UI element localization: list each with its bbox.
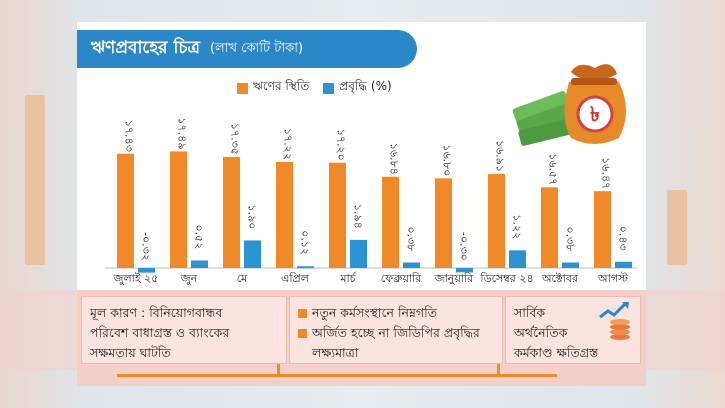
growth-value-label: ০.৪৩	[617, 226, 630, 251]
effect-text: নতুন কর্মসংস্থানে নিম্নগতি	[312, 305, 438, 320]
bullet-icon	[298, 329, 307, 338]
category-label: এপ্রিল	[281, 272, 310, 285]
bar-chart: ১৭.৪৩ -০.৩২ জুলাই ২৫ ১৭.৪৯ ০.৫২ জুন ১৭.৩৫ ১.৯০ ম…	[105, 117, 637, 285]
stock-bar	[382, 176, 399, 268]
economy-line: সার্বিক	[514, 305, 546, 320]
legend-label-growth: প্রবৃদ্ধি (%)	[339, 79, 392, 93]
cause-box: মূল কারণ : বিনিয়োগবান্ধব পরিবেশ বাধাগ্র…	[81, 296, 287, 364]
stock-bar	[435, 178, 452, 268]
chart-header: ঋণপ্রবাহের চিত্র (লাখ কোটি টাকা)	[77, 30, 417, 68]
background-bar	[25, 95, 45, 265]
svg-text:৳: ৳	[590, 102, 600, 126]
effects-box: নতুন কর্মসংস্থানে নিম্নগতি অর্জিত হচ্ছে …	[289, 296, 503, 364]
stock-value-label: ১৬.৪৭	[600, 157, 613, 189]
legend-swatch-stock	[237, 82, 248, 94]
effect-text: অর্জিত হচ্ছে না জিডিপির প্রবৃদ্ধির লক্ষ্…	[312, 325, 480, 360]
stock-value-label: ১৬.৮৪	[388, 143, 401, 175]
economy-box: সার্বিক অর্থনৈতিক কর্মকাণ্ড ক্ষতিগ্রস্ত	[505, 296, 641, 364]
legend-item-growth: প্রবৃদ্ধি (%)	[323, 78, 392, 98]
growth-bar	[191, 260, 208, 268]
stock-bar	[541, 187, 558, 268]
category-label: ডিসেম্বর ২৪	[479, 272, 533, 285]
bullet-icon	[298, 309, 307, 318]
growth-value-label: ০.৫২	[193, 224, 206, 249]
growth-value-label: ১.২২	[511, 214, 524, 239]
money-bag-icon: ৳	[512, 64, 626, 146]
connector-tick	[277, 364, 280, 376]
category-label: জানুয়ারি	[434, 272, 474, 285]
category-label: জুন	[180, 272, 198, 285]
stock-bar	[594, 191, 611, 268]
growth-bar	[403, 262, 420, 268]
chart-legend: ঋণের স্থিতি প্রবৃদ্ধি (%)	[237, 78, 392, 98]
stock-bar	[170, 151, 187, 268]
stock-value-label: ১৭.২০	[335, 129, 348, 161]
stock-value-label: ১৭.২২	[282, 128, 295, 160]
growth-bar	[350, 239, 367, 268]
stock-value-label: ১৬.৯১	[494, 140, 507, 172]
growth-bar	[615, 261, 632, 268]
growth-bar	[138, 268, 155, 273]
stock-bar	[117, 153, 134, 268]
stock-value-label: ১৭.৩৫	[229, 123, 242, 155]
stock-value-label: ১৭.৪৩	[123, 120, 136, 152]
growth-bar	[297, 266, 314, 269]
growth-value-label: -০.৩২	[140, 232, 153, 261]
coins-chart-icon	[599, 301, 630, 340]
growth-value-label: ০.৩৮	[405, 226, 418, 251]
chart-unit: (লাখ কোটি টাকা)	[209, 40, 304, 56]
effect-item: নতুন কর্মসংস্থানে নিম্নগতি	[298, 303, 494, 323]
chart-title: ঋণপ্রবাহের চিত্র	[91, 38, 200, 58]
economy-line: অর্থনৈতিক	[514, 325, 568, 340]
category-label: অক্টোবর	[541, 272, 579, 285]
stock-value-label: ১৬.৫৭	[547, 153, 560, 185]
category-label: মার্চ	[339, 272, 356, 285]
legend-swatch-growth	[323, 82, 335, 94]
growth-value-label: ১.৯০	[246, 204, 259, 229]
category-label: মে	[237, 272, 248, 285]
infographic-card: ঋণপ্রবাহের চিত্র (লাখ কোটি টাকা) ঋণের স্…	[77, 22, 646, 386]
cause-line: সক্ষমতায় ঘাটতি	[90, 345, 171, 360]
connector-line	[117, 374, 557, 377]
growth-bar	[456, 268, 473, 273]
category-label: জুলাই ২৫	[113, 272, 159, 285]
stock-bar	[488, 174, 505, 268]
legend-item-stock: ঋণের স্থিতি	[237, 78, 309, 98]
legend-label-stock: ঋণের স্থিতি	[253, 79, 310, 93]
stock-bar	[276, 161, 293, 268]
cause-line: পরিবেশ বাধাগ্রস্ত ও ব্যাংকের	[90, 325, 230, 340]
cause-line: মূল কারণ : বিনিয়োগবান্ধব	[90, 305, 223, 320]
stock-bar	[329, 162, 346, 268]
stock-bar	[223, 156, 240, 268]
growth-bar	[509, 250, 526, 268]
growth-bar	[562, 262, 579, 268]
stock-value-label: ১৬.৮০	[441, 144, 454, 176]
effect-item: অর্জিত হচ্ছে না জিডিপির প্রবৃদ্ধির লক্ষ্…	[298, 323, 494, 363]
growth-value-label: -০.৩০	[458, 232, 471, 261]
growth-value-label: ০.১২	[299, 230, 312, 255]
connector-tick	[497, 364, 500, 376]
growth-bar	[244, 240, 261, 268]
growth-value-label: ১.৯৪	[352, 204, 365, 229]
stock-value-label: ১৭.৪৯	[176, 117, 189, 149]
growth-value-label: ০.৩৮	[564, 226, 577, 251]
summary-panel: মূল কারণ : বিনিয়োগবান্ধব পরিবেশ বাধাগ্র…	[77, 290, 646, 386]
category-label: আগস্ট	[597, 272, 629, 285]
category-label: ফেব্রুয়ারি	[381, 272, 422, 285]
background-bar	[667, 190, 687, 265]
economy-line: কর্মকাণ্ড ক্ষতিগ্রস্ত	[514, 345, 599, 360]
